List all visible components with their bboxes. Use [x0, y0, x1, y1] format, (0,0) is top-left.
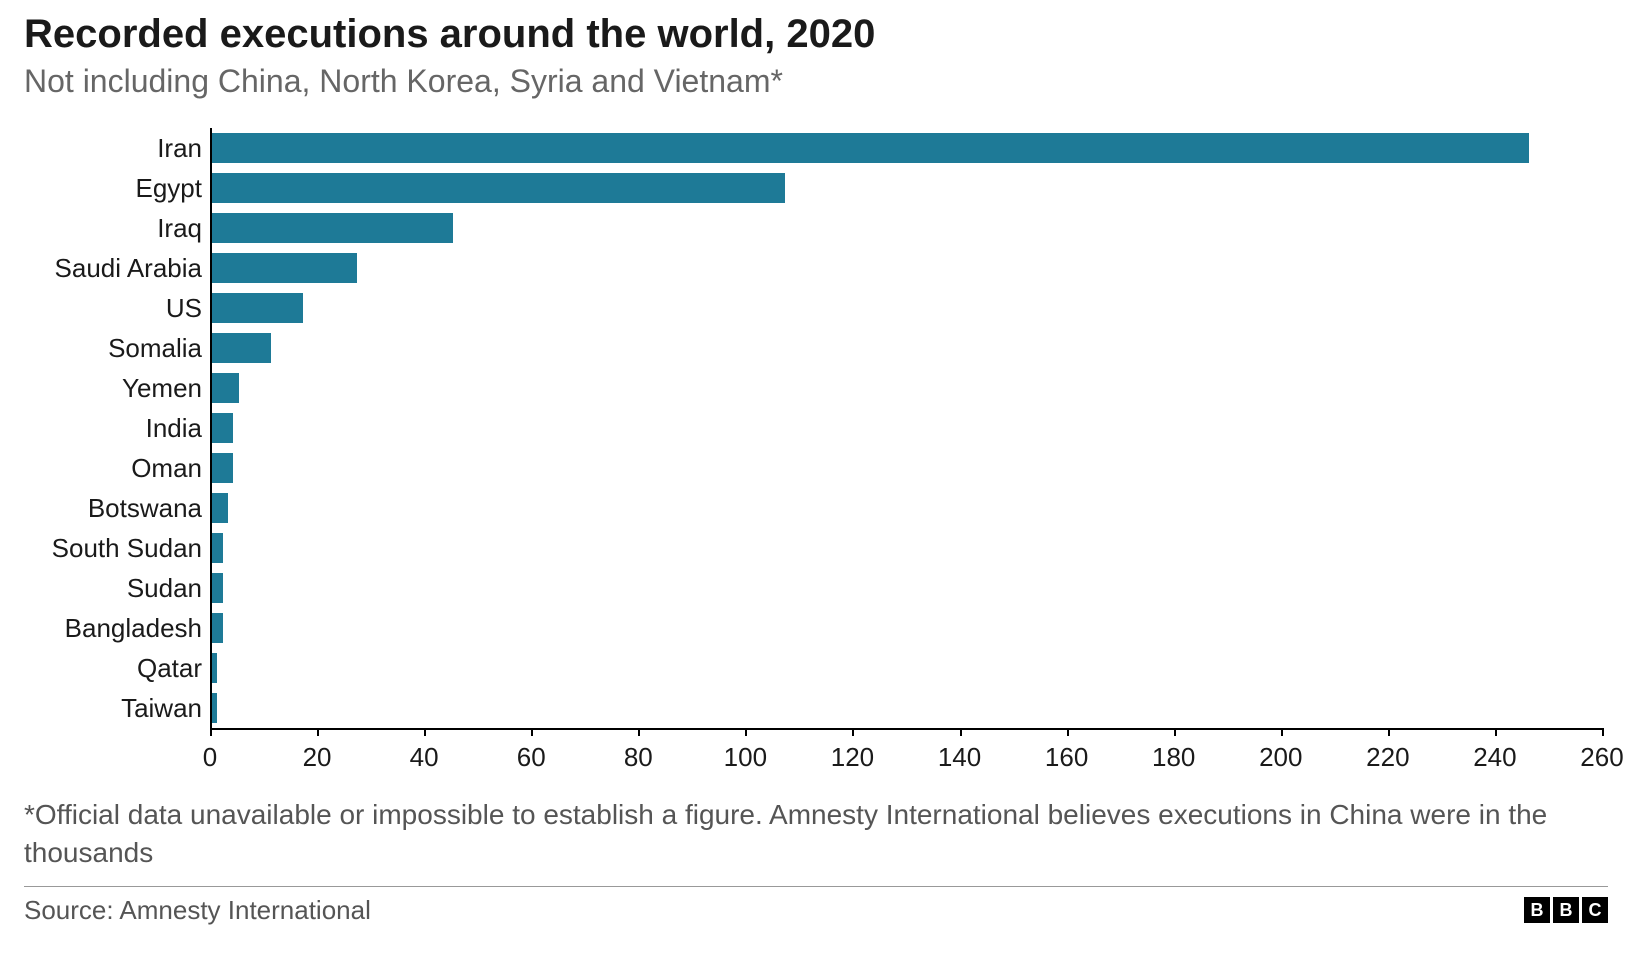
x-axis-tick: [1602, 728, 1604, 736]
x-axis-tick: [424, 728, 426, 736]
bbc-logo: BBC: [1524, 897, 1608, 923]
bbc-logo-letter: B: [1524, 897, 1550, 923]
y-axis-label: India: [24, 408, 210, 448]
x-axis-tick-label: 0: [203, 742, 217, 773]
y-axis-label: Egypt: [24, 168, 210, 208]
source-line: Source: Amnesty International: [24, 895, 371, 926]
bar: [212, 293, 303, 323]
y-axis-label: Sudan: [24, 568, 210, 608]
x-axis-tick-label: 160: [1045, 742, 1088, 773]
bar: [212, 333, 271, 363]
x-axis-tick: [1174, 728, 1176, 736]
bar: [212, 693, 217, 723]
chart-area: IranEgyptIraqSaudi ArabiaUSSomaliaYemenI…: [24, 128, 1608, 778]
bar: [212, 413, 233, 443]
x-axis-tick-label: 140: [938, 742, 981, 773]
bar: [212, 173, 785, 203]
bar: [212, 653, 217, 683]
x-axis-tick-label: 200: [1259, 742, 1302, 773]
y-axis-label: US: [24, 288, 210, 328]
y-axis-label: Bangladesh: [24, 608, 210, 648]
chart-footnote: *Official data unavailable or impossible…: [24, 796, 1608, 872]
bar: [212, 133, 1529, 163]
bar: [212, 253, 357, 283]
x-axis-tick: [210, 728, 212, 736]
x-axis-tick: [638, 728, 640, 736]
y-axis-label: South Sudan: [24, 528, 210, 568]
y-axis-label: Iraq: [24, 208, 210, 248]
y-axis-label: Qatar: [24, 648, 210, 688]
y-axis-label: Botswana: [24, 488, 210, 528]
x-axis-tick: [852, 728, 854, 736]
y-axis-label: Iran: [24, 128, 210, 168]
footer-divider: [24, 886, 1608, 887]
x-axis-tick: [317, 728, 319, 736]
chart-container: Recorded executions around the world, 20…: [0, 0, 1632, 976]
bar: [212, 613, 223, 643]
bar: [212, 573, 223, 603]
bar: [212, 373, 239, 403]
x-axis-tick: [1495, 728, 1497, 736]
bbc-logo-letter: B: [1553, 897, 1579, 923]
x-axis-tick: [531, 728, 533, 736]
y-axis-label: Oman: [24, 448, 210, 488]
chart-subtitle: Not including China, North Korea, Syria …: [24, 63, 1608, 100]
bar: [212, 213, 453, 243]
bar: [212, 493, 228, 523]
x-axis-tick-label: 180: [1152, 742, 1195, 773]
x-axis-tick-label: 20: [303, 742, 332, 773]
x-axis-tick-label: 60: [517, 742, 546, 773]
chart-footer: Source: Amnesty International BBC: [24, 895, 1608, 936]
x-axis-tick-label: 40: [410, 742, 439, 773]
plot-region: IranEgyptIraqSaudi ArabiaUSSomaliaYemenI…: [24, 128, 1602, 728]
x-axis-tick: [745, 728, 747, 736]
x-axis-tick-label: 100: [724, 742, 767, 773]
x-axis-tick-label: 260: [1580, 742, 1623, 773]
x-axis-tick-label: 80: [624, 742, 653, 773]
x-axis-tick-label: 120: [831, 742, 874, 773]
y-axis-label: Somalia: [24, 328, 210, 368]
y-axis-label: Taiwan: [24, 688, 210, 728]
x-axis-tick: [960, 728, 962, 736]
x-axis-tick: [1067, 728, 1069, 736]
bbc-logo-letter: C: [1582, 897, 1608, 923]
y-axis-label: Saudi Arabia: [24, 248, 210, 288]
y-axis-label: Yemen: [24, 368, 210, 408]
bar: [212, 533, 223, 563]
x-axis-tick-label: 220: [1366, 742, 1409, 773]
x-axis-tick: [1281, 728, 1283, 736]
x-axis-tick-label: 240: [1473, 742, 1516, 773]
x-axis-tick: [1388, 728, 1390, 736]
x-axis: 020406080100120140160180200220240260: [24, 728, 1602, 778]
chart-title: Recorded executions around the world, 20…: [24, 12, 1608, 57]
bar: [212, 453, 233, 483]
